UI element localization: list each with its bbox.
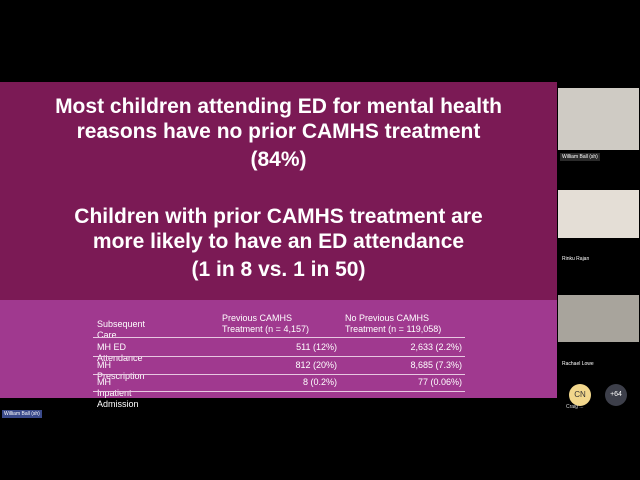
- avatar-name: Craig ...: [566, 404, 584, 410]
- table-cell: 812 (20%): [295, 359, 337, 370]
- video-tile: [558, 88, 639, 150]
- table-header: Previous CAMHS Treatment (n = 4,157): [222, 313, 309, 334]
- video-tile: [558, 295, 639, 342]
- table-cell: MH ED Attendance: [97, 342, 143, 363]
- table-rule: [93, 356, 465, 357]
- presenter-label: William Ball (sh): [2, 410, 42, 418]
- headline-line: Children with prior CAMHS treatment are: [74, 205, 483, 228]
- table-cell: 77 (0.06%): [417, 377, 462, 387]
- headline-line: more likely to have an ED attendance: [92, 230, 465, 253]
- table-rule: [93, 373, 465, 375]
- table-cell: 511 (12%): [296, 342, 337, 352]
- headline-line: (84%): [250, 148, 307, 171]
- table-cell: MH Prescription: [97, 359, 145, 381]
- slide-bottom: [0, 300, 557, 398]
- video-tile: [558, 190, 639, 238]
- avatar[interactable]: CN: [569, 384, 591, 406]
- slide-top: [0, 82, 557, 300]
- table-cell: 8 (0.2%): [302, 377, 337, 387]
- headline-line: (1 in 8 vs. 1 in 50): [191, 258, 366, 281]
- table-header: No Previous CAMHS Treatment (n = 119,058…: [345, 313, 442, 334]
- more-participants[interactable]: +64: [605, 384, 627, 406]
- table-cell: 8,685 (7.3%): [410, 359, 462, 370]
- participant-name: Rinku Rajan: [562, 256, 590, 262]
- table-rule: [93, 391, 465, 392]
- headline-line: Most children attending ED for mental he…: [55, 95, 502, 118]
- headline-1: Most children attending ED for mental he…: [0, 94, 557, 172]
- headline-2: Children with prior CAMHS treatment are m…: [0, 204, 557, 282]
- table-rule: [93, 337, 465, 338]
- participant-name: Rachael Lowe: [562, 361, 594, 367]
- participant-name: William Ball (sh): [560, 153, 600, 161]
- table-cell: 2,633 (2.2%): [410, 342, 462, 352]
- table-header: Subsequent Care: [97, 319, 146, 340]
- headline-line: reasons have no prior CAMHS treatment: [76, 120, 481, 143]
- table-cell: MH Inpatient Admission: [97, 377, 139, 409]
